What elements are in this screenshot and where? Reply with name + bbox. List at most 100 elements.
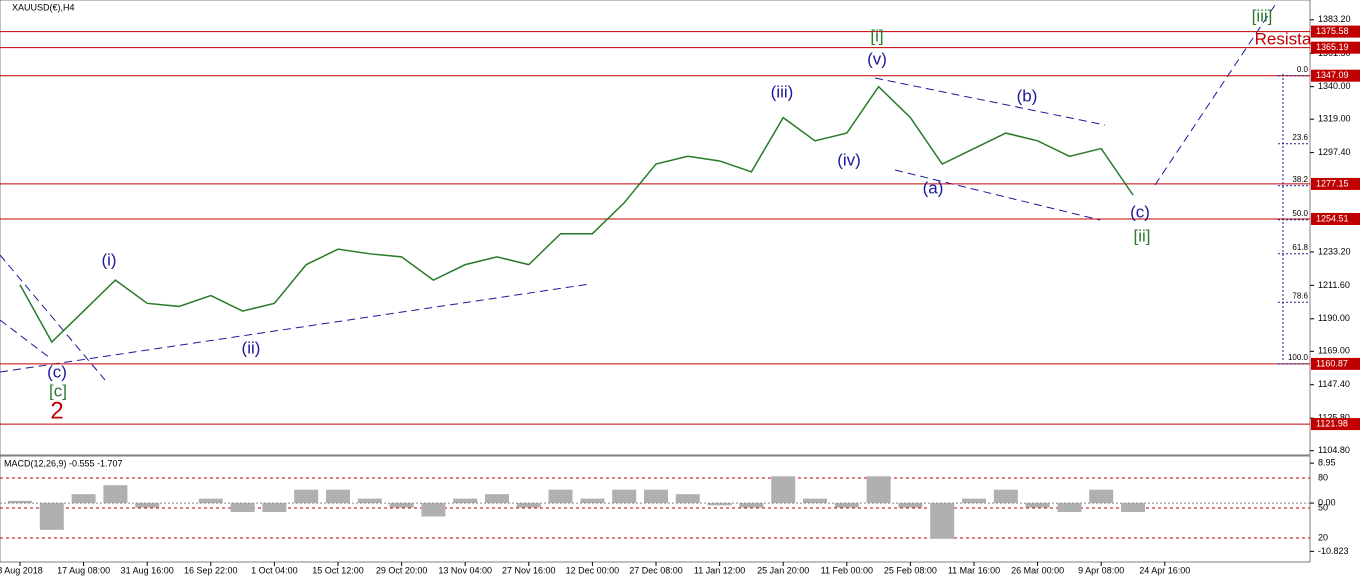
level-tag xyxy=(1311,357,1360,370)
macd-bar xyxy=(8,500,32,504)
wave-label: 2 xyxy=(50,397,63,424)
level-tag xyxy=(1311,25,1360,38)
x-tick-label: 16 Sep 22:00 xyxy=(184,565,238,575)
level-label: 1121.98 xyxy=(1316,418,1348,428)
x-tick-label: 9 Apr 08:00 xyxy=(1078,565,1124,575)
wave-label: (ii) xyxy=(242,338,261,357)
y-tick-label: 1147.40 xyxy=(1318,379,1350,389)
macd-bar xyxy=(262,503,287,513)
macd-bar xyxy=(993,489,1018,504)
level-tag xyxy=(1311,41,1360,54)
x-tick-label: 15 Oct 12:00 xyxy=(312,565,364,575)
macd-bar xyxy=(1057,503,1082,513)
main-panel xyxy=(0,0,1311,456)
level-tag xyxy=(1311,69,1360,82)
x-tick-label: 27 Dec 08:00 xyxy=(629,565,683,575)
x-tick-label: 11 Mar 16:00 xyxy=(948,565,1000,575)
x-tick-label: 26 Mar 00:00 xyxy=(1011,565,1064,575)
level-label: 1347.09 xyxy=(1316,70,1349,80)
y-tick-label: 1340.00 xyxy=(1318,81,1351,91)
price-line xyxy=(19,85,1134,344)
x-tick-label: 13 Nov 04:00 xyxy=(438,565,492,575)
y-tick-label: 1169.00 xyxy=(1318,346,1350,356)
wave-label: (c) xyxy=(1130,202,1150,221)
wave-label: (iii) xyxy=(771,82,794,101)
macd-tick-label: 8.95 xyxy=(1318,458,1336,468)
wave-label: (v) xyxy=(867,49,887,68)
y-tick-label: 1125.80 xyxy=(1318,413,1350,423)
macd-bar xyxy=(834,503,859,508)
wave-label: Resista xyxy=(1255,29,1312,48)
x-tick-label: 11 Feb 00:00 xyxy=(821,565,873,575)
x-tick-label: 1 Oct 04:00 xyxy=(251,565,298,575)
macd-bar xyxy=(39,503,64,530)
macd-bar xyxy=(294,489,319,504)
fib-label: 0.0 xyxy=(1297,65,1309,74)
macd-bar xyxy=(548,489,573,504)
x-tick-label: 25 Jan 20:00 xyxy=(757,565,809,575)
macd-bar xyxy=(230,503,255,513)
y-tick-label: 1383.20 xyxy=(1318,14,1351,24)
macd-bar xyxy=(739,503,764,508)
wave-label: [ii] xyxy=(1134,226,1151,245)
level-tag xyxy=(1311,212,1360,225)
y-tick-label: 1190.00 xyxy=(1318,313,1350,323)
macd-bar xyxy=(198,498,223,504)
fib-label: 23.6 xyxy=(1292,133,1308,142)
macd-bar xyxy=(675,494,700,504)
wave-label: (c) xyxy=(47,362,67,381)
x-tick-label: 17 Aug 08:00 xyxy=(57,565,110,575)
macd-bar xyxy=(898,503,923,508)
macd-bar xyxy=(357,498,382,504)
macd-tick-label: -10.823 xyxy=(1318,546,1349,556)
macd-bar xyxy=(771,476,796,504)
wave-label: [c] xyxy=(49,381,67,400)
macd-bar xyxy=(930,503,955,539)
macd-bar xyxy=(71,494,96,504)
macd-bar xyxy=(1025,503,1050,508)
fib-label: 50.0 xyxy=(1292,209,1308,218)
macd-level-label: 50 xyxy=(1318,502,1328,512)
wave-label: [i] xyxy=(870,26,883,45)
macd-bar xyxy=(612,489,637,504)
level-tag xyxy=(1311,418,1360,431)
wave-label: (a) xyxy=(923,178,944,197)
x-tick-label: 12 Dec 00:00 xyxy=(566,565,620,575)
y-tick-label: 1104.80 xyxy=(1318,445,1350,455)
macd-bar xyxy=(707,503,732,506)
y-tick-label: 1297.40 xyxy=(1318,147,1351,157)
level-label: 1160.87 xyxy=(1316,358,1348,368)
macd-bar xyxy=(485,494,509,504)
macd-bar xyxy=(580,498,605,504)
fib-label: 78.6 xyxy=(1292,291,1308,300)
wave-label: (i) xyxy=(101,250,116,269)
y-tick-label: 1319.00 xyxy=(1318,114,1351,124)
macd-bar xyxy=(803,498,827,504)
macd-tick-label: 0.00 xyxy=(1318,497,1336,507)
macd-bar xyxy=(962,498,986,504)
macd-panel xyxy=(0,455,1311,563)
macd-bar xyxy=(453,498,478,504)
level-label: 1365.19 xyxy=(1316,42,1349,52)
level-label: 1254.51 xyxy=(1316,213,1349,223)
trend-lines xyxy=(0,4,1284,381)
macd-level-label: 80 xyxy=(1318,472,1328,482)
level-label: 1375.58 xyxy=(1316,26,1349,36)
x-tick-label: 11 Jan 12:00 xyxy=(694,565,745,575)
wave-label: (b) xyxy=(1017,86,1038,105)
macd-title: MACD(12,26,9) -0.555 -1.707 xyxy=(4,458,123,468)
x-tick-label: 29 Oct 20:00 xyxy=(376,565,428,575)
macd-bar xyxy=(866,476,891,504)
macd-bar xyxy=(326,489,350,504)
fib-label: 38.2 xyxy=(1292,175,1308,184)
y-tick-label: 1211.60 xyxy=(1318,280,1350,290)
x-tick-label: 31 Aug 16:00 xyxy=(121,565,174,575)
macd-bar xyxy=(135,503,160,508)
macd-bar xyxy=(1121,503,1145,513)
chart-title: XAUUSD(€),H4 xyxy=(12,2,75,12)
wave-label: [iii] xyxy=(1252,6,1273,25)
x-tick-label: 27 Nov 16:00 xyxy=(502,565,556,575)
macd-level-label: 20 xyxy=(1318,532,1328,542)
wave-label: (iv) xyxy=(837,150,861,169)
